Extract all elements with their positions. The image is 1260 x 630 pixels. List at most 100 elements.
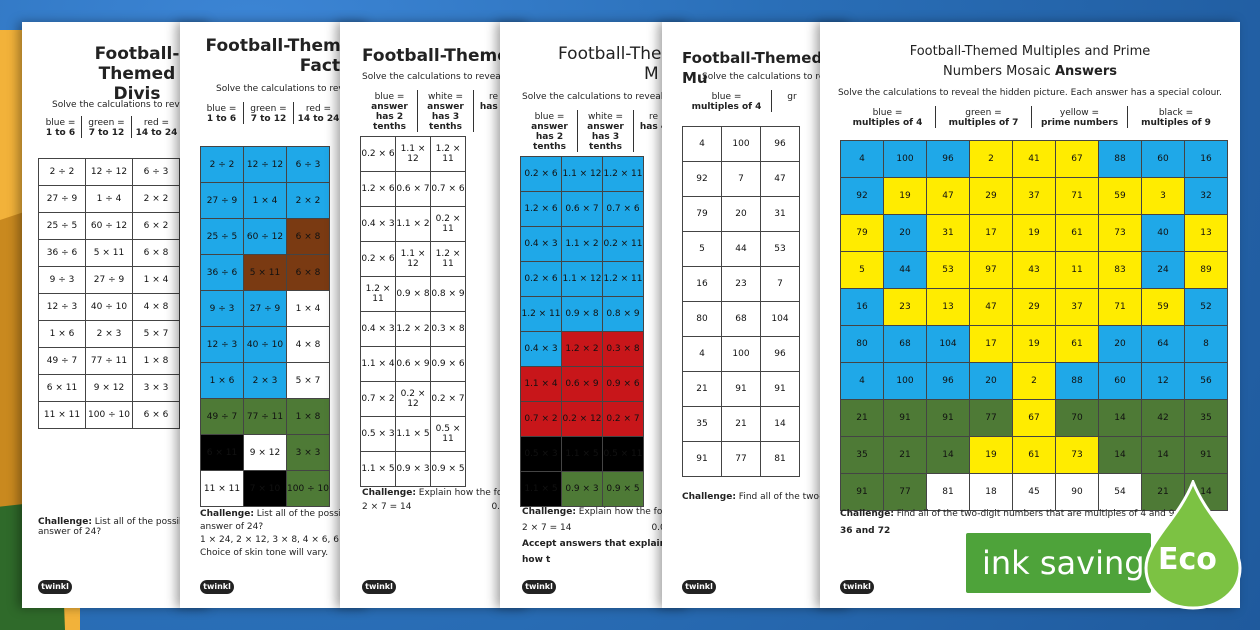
grid-cell: 41 — [1012, 140, 1056, 178]
grid-cell: 53 — [760, 231, 800, 267]
instruction-text: Solve the calculations to reve — [216, 84, 350, 94]
colour-key: blue = answer has 2 tenths white = answer … — [522, 110, 674, 152]
grid-cell: 92 — [840, 177, 884, 215]
grid-row: 80 68 104 17 19 61 20 64 8 — [840, 325, 1228, 363]
key-item: blue = answer has 2 tenths — [522, 110, 578, 152]
grid-cell: 3 — [1141, 177, 1185, 215]
grid-cell: 1.1 × 2 — [395, 206, 431, 242]
grid-cell: 77 — [883, 473, 927, 511]
grid-cell: 68 — [883, 325, 927, 363]
grid-cell: 36 ÷ 6 — [38, 239, 86, 267]
grid-cell: 6 × 2 — [132, 212, 180, 240]
grid-cell: 20 — [969, 362, 1013, 400]
grid-cell: 19 — [1012, 325, 1056, 363]
grid-cell: 47 — [969, 288, 1013, 326]
grid-row: 1.2 × 11 0.9 × 8 0.8 × 9 — [520, 296, 644, 332]
grid-cell: 71 — [1055, 177, 1099, 215]
grid-row: 35 21 14 — [682, 406, 800, 442]
grid-cell: 45 — [1012, 473, 1056, 511]
grid-cell: 0.4 × 3 — [360, 206, 396, 242]
grid-cell: 7 × 10 — [243, 470, 287, 507]
key-item: green = 7 to 12 — [82, 116, 132, 138]
grid-cell: 21 — [883, 436, 927, 474]
grid-cell: 1.2 × 2 — [561, 331, 603, 367]
grid-cell: 1 × 8 — [132, 347, 180, 375]
grid-cell: 100 — [721, 336, 761, 372]
grid-cell: 79 — [840, 214, 884, 252]
grid-cell: 100 ÷ 10 — [286, 470, 330, 507]
grid-cell: 35 — [1184, 399, 1228, 437]
grid-cell: 91 — [682, 441, 722, 477]
grid-cell: 1 × 4 — [286, 290, 330, 327]
grid-row: 0.2 × 6 1.1 × 12 1.2 × 11 — [520, 261, 644, 297]
grid-cell: 14 — [1098, 399, 1142, 437]
grid-row: 0.4 × 3 1.2 × 2 0.3 × 8 — [520, 331, 644, 367]
grid-cell: 5 × 7 — [132, 320, 180, 348]
grid-cell: 2 — [969, 140, 1013, 178]
grid-cell: 2 ÷ 2 — [200, 146, 244, 183]
grid-cell: 0.2 × 11 — [430, 206, 466, 242]
grid-cell: 4 — [682, 126, 722, 162]
grid-row: 6 × 11 9 × 12 3 × 3 — [200, 434, 330, 471]
grid-cell: 81 — [760, 441, 800, 477]
grid-cell: 3 × 3 — [286, 434, 330, 471]
grid-cell: 81 — [926, 473, 970, 511]
grid-row: 49 ÷ 7 77 ÷ 11 1 × 8 — [200, 398, 330, 435]
key-item: red = 14 to 24 — [294, 102, 344, 124]
grid-cell: 91 — [883, 399, 927, 437]
grid-cell: 96 — [926, 140, 970, 178]
grid-cell: 61 — [1055, 214, 1099, 252]
grid-cell: 0.4 × 3 — [520, 226, 562, 262]
key-item: blue = 1 to 6 — [200, 102, 244, 124]
grid-cell: 89 — [1184, 251, 1228, 289]
grid-cell: 0.4 × 3 — [520, 331, 562, 367]
grid-cell: 90 — [1055, 473, 1099, 511]
colour-key: blue = multiples of 4 gr — [682, 90, 812, 112]
key-item: white = answer has 3 tenths — [418, 90, 474, 132]
grid-cell: 27 ÷ 9 — [38, 185, 86, 213]
key-item: blue = multiples of 4 — [840, 106, 936, 128]
grid-cell: 104 — [760, 301, 800, 337]
grid-cell: 0.7 × 6 — [430, 171, 466, 207]
grid-cell: 11 × 11 — [200, 470, 244, 507]
grid-row: 0.4 × 3 1.1 × 2 0.2 × 11 — [360, 206, 466, 242]
grid-row: 4 100 96 20 2 88 60 12 56 — [840, 362, 1228, 400]
grid-cell: 0.5 × 3 — [520, 436, 562, 472]
grid-cell: 1.1 × 4 — [520, 366, 562, 402]
grid-cell: 77 — [721, 441, 761, 477]
key-item: white = answer has 3 tenths — [578, 110, 634, 152]
grid-cell: 0.8 × 9 — [602, 296, 644, 332]
grid-cell: 24 — [1141, 251, 1185, 289]
grid-cell: 60 ÷ 12 — [85, 212, 133, 240]
ink-saving-label: ink saving — [982, 544, 1145, 582]
grid-row: 1.1 × 5 0.9 × 3 0.9 × 5 — [520, 471, 644, 507]
grid-row: 35 21 14 19 61 73 14 14 91 — [840, 436, 1228, 474]
grid-row: 80 68 104 — [682, 301, 800, 337]
grid-cell: 49 ÷ 7 — [38, 347, 86, 375]
grid-cell: 7 — [760, 266, 800, 302]
grid-cell: 4 — [840, 362, 884, 400]
grid-row: 0.7 × 2 0.2 × 12 0.2 × 7 — [520, 401, 644, 437]
grid-cell: 91 — [840, 473, 884, 511]
grid-row: 16 23 13 47 29 37 71 59 52 — [840, 288, 1228, 326]
grid-cell: 1.1 × 2 — [561, 226, 603, 262]
grid-cell: 1.2 × 11 — [520, 296, 562, 332]
grid-cell: 0.7 × 6 — [602, 191, 644, 227]
grid-cell: 9 × 12 — [243, 434, 287, 471]
grid-cell: 2 × 2 — [132, 185, 180, 213]
sheet-title: Football-Themed Multiples and Prime Numb… — [909, 44, 1151, 79]
grid-cell: 97 — [969, 251, 1013, 289]
grid-cell: 14 — [1098, 436, 1142, 474]
challenge-text: Challenge: Explain how the followi 2 × 7… — [362, 488, 523, 512]
grid-cell: 0.5 × 3 — [360, 416, 396, 452]
grid-cell: 0.6 × 9 — [395, 346, 431, 382]
grid-cell: 16 — [1184, 140, 1228, 178]
grid-cell: 77 — [969, 399, 1013, 437]
grid-cell: 73 — [1055, 436, 1099, 474]
grid-cell: 100 ÷ 10 — [85, 401, 133, 429]
grid-cell: 6 ÷ 3 — [132, 158, 180, 186]
grid-cell: 32 — [1184, 177, 1228, 215]
